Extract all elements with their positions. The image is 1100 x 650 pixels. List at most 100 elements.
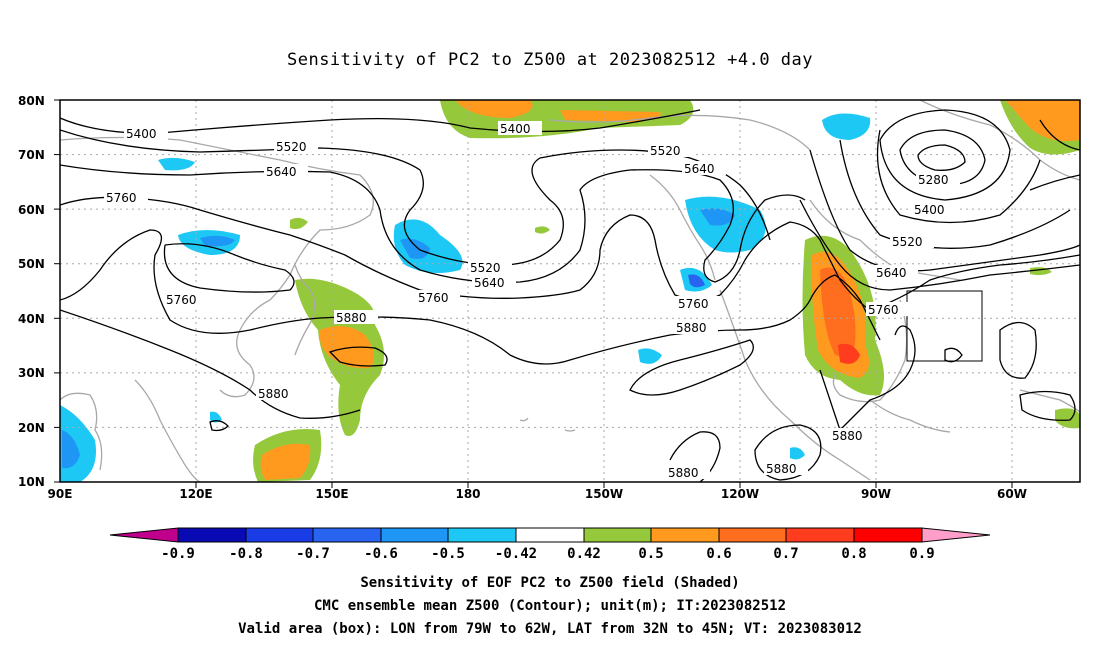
svg-text:5640: 5640 — [266, 165, 297, 179]
contour-label: 5640 — [264, 164, 308, 179]
svg-text:5520: 5520 — [276, 140, 307, 154]
contour-label: 5880 — [674, 320, 718, 335]
svg-text:5280: 5280 — [918, 173, 949, 187]
colorbar-label: 0.9 — [909, 546, 934, 562]
colorbar-swatch — [718, 527, 787, 543]
contour-5760 — [60, 196, 1080, 311]
footer-line-2: CMC ensemble mean Z500 (Contour); unit(m… — [313, 598, 786, 614]
contour-5640 — [60, 164, 806, 284]
contour-label: 5880 — [764, 461, 808, 476]
colorbar-label: -0.5 — [431, 546, 465, 562]
colorbar-label: -0.8 — [229, 546, 263, 562]
svg-text:5880: 5880 — [766, 462, 797, 476]
colorbar-swatch — [245, 527, 314, 543]
svg-text:5400: 5400 — [126, 127, 157, 141]
coastlines — [60, 100, 1080, 482]
svg-text:5880: 5880 — [336, 311, 367, 325]
contour-label: 5760 — [676, 296, 720, 311]
grid — [60, 100, 1080, 482]
colorbar-left-arrow — [109, 527, 179, 543]
map-frame — [59, 99, 1081, 483]
lat-tick-label: 40N — [18, 312, 45, 326]
colorbar-label: 0.5 — [638, 546, 663, 562]
z500-contours — [60, 109, 1080, 482]
colorbar-label: -0.42 — [495, 546, 537, 562]
lon-tick-label: 90W — [861, 487, 891, 501]
lat-tick-label: 30N — [18, 366, 45, 380]
svg-text:5400: 5400 — [914, 203, 945, 217]
colorbar-swatch — [853, 527, 923, 543]
contour-5880-loop2 — [209, 420, 229, 432]
lat-ticks: 80N 70N 60N 50N 40N 30N 20N 10N — [18, 94, 60, 489]
svg-text:5640: 5640 — [876, 266, 907, 280]
colorbar-right-arrow — [921, 527, 991, 543]
colorbar-swatch — [447, 527, 517, 543]
svg-text:5760: 5760 — [166, 293, 197, 307]
colorbar-swatch — [380, 527, 449, 543]
contour-label: 5760 — [416, 290, 460, 305]
colorbar-label: -0.6 — [364, 546, 398, 562]
lon-tick-label: 60W — [997, 487, 1027, 501]
svg-text:5880: 5880 — [676, 321, 707, 335]
colorbar-label: 0.6 — [706, 546, 731, 562]
lat-tick-label: 20N — [18, 421, 45, 435]
lat-tick-label: 80N — [18, 94, 45, 108]
contour-label: 5400 — [124, 126, 168, 141]
lat-tick-label: 50N — [18, 257, 45, 271]
lon-tick-label: 90E — [48, 487, 73, 501]
shade-greenland — [822, 113, 871, 140]
contour-5880-loop3 — [669, 431, 721, 482]
svg-text:5760: 5760 — [106, 191, 137, 205]
svg-text:5520: 5520 — [892, 235, 923, 249]
svg-text:5880: 5880 — [258, 387, 289, 401]
colorbar-label: 0.42 — [567, 546, 601, 562]
colorbar-swatch — [177, 527, 247, 543]
colorbar-swatch — [785, 527, 855, 543]
contour-5880 — [60, 229, 881, 365]
contour-5880-na — [819, 325, 916, 432]
svg-text:5760: 5760 — [418, 291, 449, 305]
lat-tick-label: 10N — [18, 475, 45, 489]
shaded-regions — [60, 100, 1080, 482]
svg-text:5520: 5520 — [470, 261, 501, 275]
shade-central-pacific — [393, 219, 463, 274]
lat-tick-label: 70N — [18, 148, 45, 162]
lon-tick-label: 120W — [721, 487, 759, 501]
footer-line-3: Valid area (box): LON from 79W to 62W, L… — [238, 621, 862, 637]
svg-text:5520: 5520 — [650, 144, 681, 158]
colorbar-swatch — [583, 527, 652, 543]
svg-text:5880: 5880 — [668, 466, 699, 480]
colorbar-label: 0.8 — [841, 546, 866, 562]
lon-tick-label: 180 — [455, 487, 480, 501]
contour-label: 5880 — [334, 310, 378, 325]
svg-text:5880: 5880 — [832, 429, 863, 443]
contour-label: 5760 — [164, 292, 208, 307]
footer-line-1: Sensitivity of EOF PC2 to Z500 field (Sh… — [360, 575, 740, 591]
contour-label: 5520 — [274, 139, 318, 154]
colorbar-swatch — [312, 527, 382, 543]
svg-text:5400: 5400 — [500, 122, 531, 136]
svg-text:5640: 5640 — [684, 162, 715, 176]
colorbar-label: -0.7 — [296, 546, 330, 562]
contour-label: 5640 — [682, 161, 726, 176]
contour-5880-south — [60, 309, 361, 419]
shade-north-pacific-core — [455, 100, 533, 118]
contour-label: 5760 — [104, 190, 148, 205]
contour-5880-ep — [629, 339, 754, 396]
colorbar-swatch — [650, 527, 720, 543]
contour-label: 5760 — [866, 302, 910, 317]
lon-tick-label: 120E — [179, 487, 212, 501]
contour-label: 5880 — [830, 428, 874, 443]
contour-label: 5400 — [912, 202, 956, 217]
colorbar-label: 0.7 — [773, 546, 798, 562]
svg-text:5760: 5760 — [868, 303, 899, 317]
lon-tick-label: 150E — [315, 487, 348, 501]
contour-label-group: 5400 5520 5640 5760 5880 5400 5520 5640 … — [104, 121, 960, 480]
colorbar-label: -0.9 — [161, 546, 195, 562]
contour-5880-loop4 — [754, 424, 822, 481]
svg-text:5640: 5640 — [474, 276, 505, 290]
valid-area-box — [906, 290, 983, 362]
contour-label: 5520 — [468, 260, 512, 275]
shade-ne-pacific — [685, 196, 766, 253]
